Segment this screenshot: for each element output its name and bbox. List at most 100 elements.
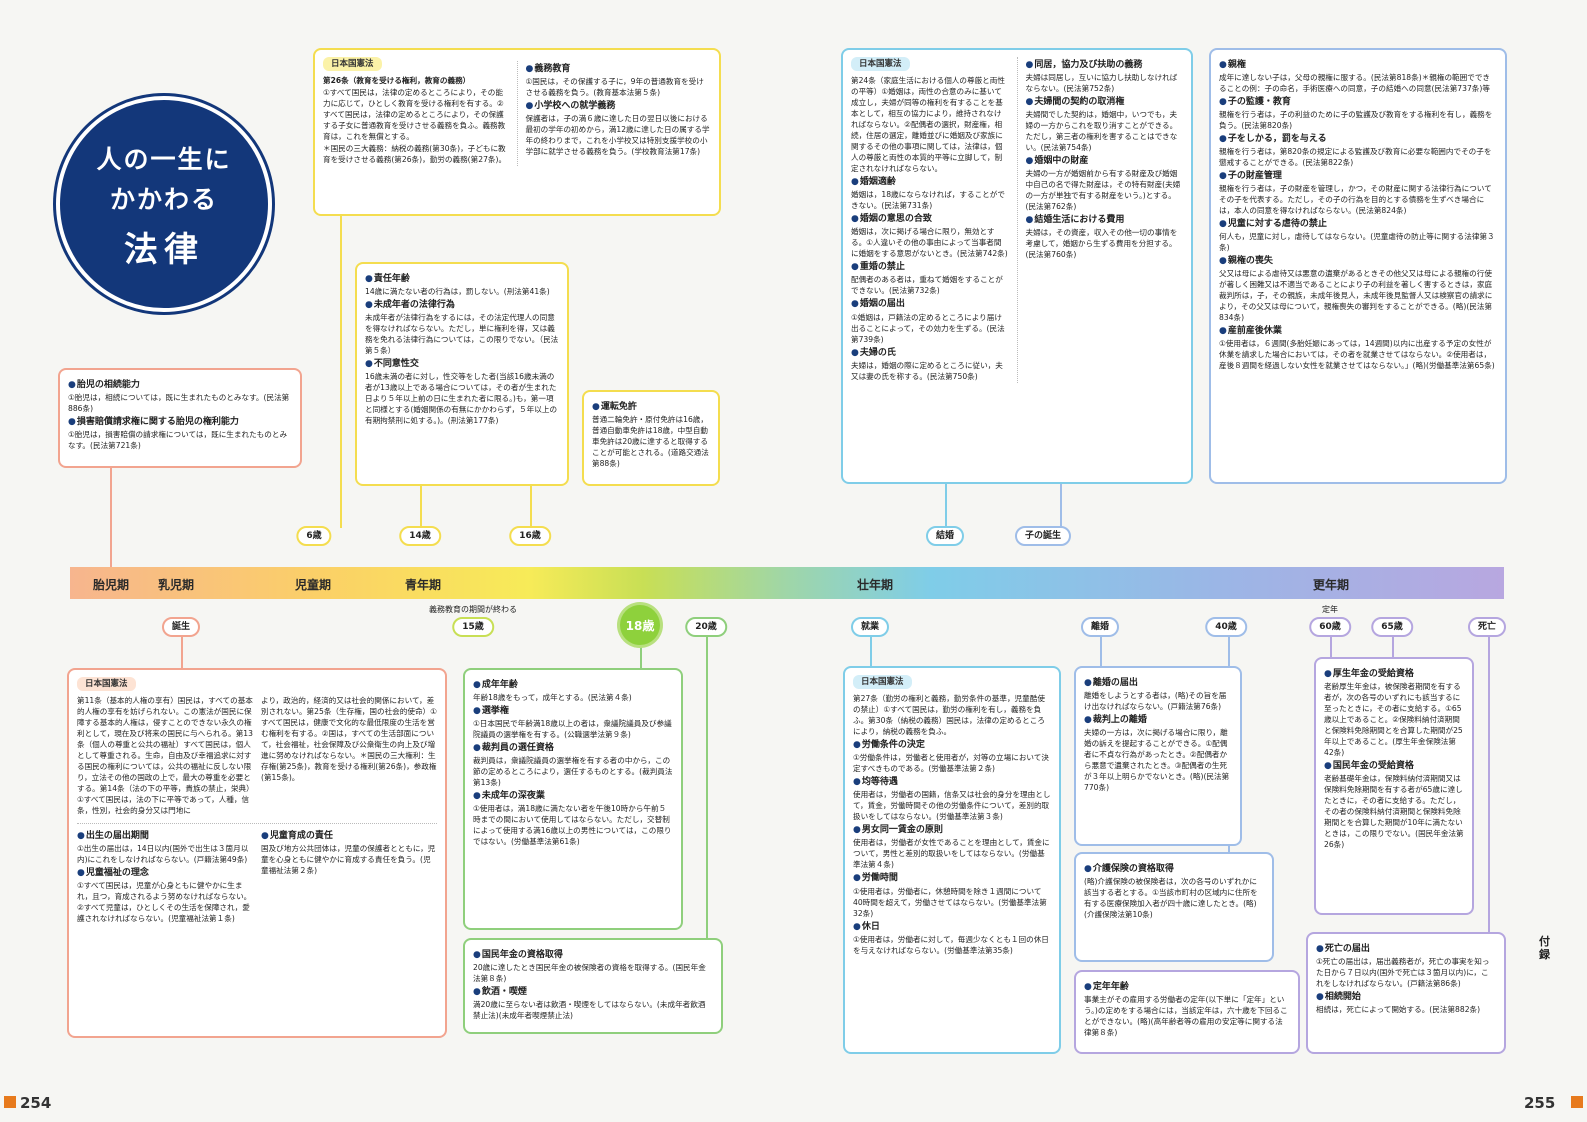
law-text: 配偶者のある者は，重ねて婚姻をすることができない。(民法第732条) — [851, 275, 1003, 296]
law-text: 親権を行う者は，子の利益のために子の監護及び教育をする権利を有し，義務を負う。(… — [1219, 110, 1493, 131]
law-heading: 親権 — [1219, 59, 1497, 72]
law-heading: 選挙権 — [473, 705, 673, 718]
law-text: ①使用者は，満18歳に満たない者を午後10時から午前５時までの間において使用して… — [473, 804, 672, 847]
connector-line — [110, 468, 112, 568]
law-heading: 結婚生活における費用 — [1026, 214, 1184, 227]
title-line3: 法律 — [124, 230, 204, 270]
retire-note: 定年 — [1322, 605, 1338, 614]
connector-line — [530, 486, 532, 528]
article-text: 第27条（勤労の権利と義務，勤労条件の基準，児童酷使の禁止）①すべて国民は，勤労… — [853, 694, 1045, 737]
law-heading: 離婚の届出 — [1084, 677, 1232, 690]
age-marker-14: 14歳 — [399, 526, 441, 546]
pension-drinking-box: 国民年金の資格取得 20歳に達したとき国民年金の被保険者の資格を取得する。(国民… — [463, 938, 723, 1034]
law-heading: 婚姻適齢 — [851, 176, 1009, 189]
law-text: 16歳未満の者に対し，性交等をした者(当該16歳未満の者が13歳以上である場合に… — [365, 372, 558, 426]
event-marriage: 結婚 — [925, 526, 965, 546]
law-heading: 損害賠償請求権に関する胎児の権利能力 — [68, 416, 292, 429]
connector-line — [945, 484, 947, 528]
law-text: 裁判員は，衆議院議員の選挙権を有する者の中から，この節の定めるところにより，選任… — [473, 756, 673, 788]
law-heading: 婚姻の届出 — [851, 298, 1009, 311]
law-text: ①使用者は，労働者に，休憩時間を除き１週間について40時間を超えて，労働させては… — [853, 886, 1047, 918]
old-age-pension-box: 厚生年金の受給資格 老齢厚生年金は，被保険者期間を有する者が，次の各号のいずれに… — [1314, 657, 1474, 915]
law-text: 婚姻は，18歳にならなければ，することができない。(民法第731条) — [851, 190, 1005, 211]
appendix-label: 付録 — [1539, 935, 1550, 962]
law-text: ①日本国民で年齢満18歳以上の者は，衆議院議員及び参議院議員の選挙権を有する。(… — [473, 719, 672, 740]
law-heading: 死亡の届出 — [1316, 943, 1496, 956]
employment-law-box: 日本国憲法 第27条（勤労の権利と義務，勤労条件の基準，児童酷使の禁止）①すべて… — [843, 666, 1061, 1054]
stage-adult: 壮年期 — [856, 578, 894, 592]
law-text: ①胎児は，相続については，既に生まれたものとみなす。(民法第886条) — [68, 393, 290, 414]
law-text: ①使用者は，労働者に対して，毎週少なくとも１回の休日を与えなければならない。(労… — [853, 934, 1049, 955]
law-heading: 子をしかる，罰を与える — [1219, 133, 1497, 146]
law-text: 相続は，死亡によって開始する。(民法第882条) — [1316, 1005, 1481, 1015]
title-badge: 人の一生に かかわる 法律 — [56, 96, 272, 312]
law-heading: 国民年金の受給資格 — [1324, 760, 1464, 773]
connector-line — [340, 216, 342, 528]
law-text: 夫婦の一方は，次に掲げる場合に限り，離婚の訴えを提起することができる。①配偶者に… — [1084, 728, 1230, 793]
page-number-right: 255 — [1524, 1094, 1556, 1112]
connector-line — [1488, 632, 1490, 932]
event-child-birth: 子の誕生 — [1014, 526, 1072, 546]
law-heading: 子の財産管理 — [1219, 170, 1497, 183]
title-line2: かかわる — [109, 185, 218, 214]
connector-line — [870, 632, 872, 668]
constitution-tag: 日本国憲法 — [323, 57, 382, 72]
constitution-tag: 日本国憲法 — [853, 675, 912, 690]
connector-line — [706, 632, 708, 938]
article-text: 第24条（家庭生活における個人の尊厳と両性の平等）①婚姻は，両性の合意のみに基い… — [851, 76, 1005, 174]
event-birth: 誕生 — [161, 617, 201, 637]
law-heading: 運転免許 — [592, 401, 710, 414]
law-text: 老齢厚生年金は，被保険者期間を有する者が，次の各号のいずれにも該当するに至ったと… — [1324, 682, 1463, 758]
connector-line — [640, 640, 642, 668]
law-text: 事業主がその雇用する労働者の定年(以下単に「定年」という。)の定めをする場合には… — [1084, 995, 1288, 1038]
law-heading: 婚姻中の財産 — [1026, 155, 1184, 168]
event-employment: 就業 — [850, 617, 890, 637]
law-heading: 夫婦間の契約の取消権 — [1026, 96, 1184, 109]
age-marker-60: 60歳 — [1309, 617, 1351, 637]
article-text: ①すべて国民は，法律の定めるところにより，その能力に応じて，ひとしく教育を受ける… — [323, 88, 506, 142]
page-marker-right — [1571, 1096, 1583, 1108]
constitution-tag: 日本国憲法 — [77, 677, 136, 692]
law-text: 夫婦は同居し，互いに協力し扶助しなければならない。(民法第752条) — [1025, 73, 1178, 94]
law-heading: 児童に対する虐待の禁止 — [1219, 218, 1497, 231]
law-text: 国及び地方公共団体は，児童の保護者とともに，児童を心身ともに健やかに育成する責任… — [261, 844, 436, 876]
law-text: 14歳に満たない者の行為は，罰しない。(刑法第41条) — [365, 287, 550, 297]
responsibility-law-box: 責任年齢 14歳に満たない者の行為は，罰しない。(刑法第41条) 未成年者の法律… — [355, 262, 569, 486]
law-heading: 同居，協力及び扶助の義務 — [1026, 59, 1184, 72]
stage-infant: 乳児期 — [157, 578, 195, 592]
law-text: 父又は母による虐待又は悪意の遺棄があるときその他父又は母による親権の行使が著しく… — [1219, 269, 1493, 323]
law-heading: 児童育成の責任 — [261, 830, 437, 843]
law-text: 夫婦の一方が婚姻前から有する財産及び婚姻中自己の名で得た財産は，その特有財産(夫… — [1025, 169, 1181, 212]
constitution-tag: 日本国憲法 — [851, 57, 910, 72]
law-heading: 国民年金の資格取得 — [473, 949, 713, 962]
law-heading: 児童福祉の理念 — [77, 867, 253, 880]
law-heading: 義務教育 — [526, 63, 712, 76]
law-text: 普通二輪免許・原付免許は16歳，普通自動車免許は18歳，中型自動車免許は20歳に… — [592, 415, 709, 469]
law-text: 使用者は，労働者が女性であることを理由として，賃金について，男性と差別的取扱いを… — [853, 838, 1050, 870]
law-heading: 子の監護・教育 — [1219, 96, 1497, 109]
care-insurance-box: 介護保険の資格取得 (略)介護保険の被保険者は，次の各号のいずれかに該当する者と… — [1074, 852, 1274, 962]
age-marker-20: 20歳 — [685, 617, 727, 637]
law-text: ①死亡の届出は，届出義務者が，死亡の事実を知った日から７日以内(国外で死亡は３箇… — [1316, 957, 1490, 989]
law-heading: 定年年齢 — [1084, 981, 1290, 994]
law-heading: 相続開始 — [1316, 991, 1496, 1004]
law-text: 年齢18歳をもって，成年とする。(民法第４条) — [473, 693, 632, 703]
stage-child: 児童期 — [294, 578, 332, 592]
age-marker-65: 65歳 — [1371, 617, 1413, 637]
law-text: 満20歳に至らない者は飲酒・喫煙をしてはならない。(未成年者飲酒禁止法)(未成年… — [473, 1000, 706, 1021]
law-heading: 男女同一賃金の原則 — [853, 824, 1051, 837]
age-marker-16: 16歳 — [509, 526, 551, 546]
connector-line — [1100, 632, 1102, 666]
law-heading: 婚姻の意思の合致 — [851, 213, 1009, 226]
event-divorce: 離婚 — [1080, 617, 1120, 637]
age-marker-40: 40歳 — [1205, 617, 1247, 637]
stage-senior: 更年期 — [1312, 578, 1350, 592]
law-text: (略)介護保険の被保険者は，次の各号のいずれかに該当する者とする。①当該市町村の… — [1084, 877, 1258, 920]
law-heading: 胎児の相続能力 — [68, 379, 292, 392]
law-text: 何人も，児童に対し，虐待してはならない。(児童虐待の防止等に関する法律第３条) — [1219, 232, 1495, 253]
law-text: ①国民は，その保護する子に，9年の普通教育を受けさせる義務を負う。(教育基本法第… — [525, 77, 704, 98]
law-text: 20歳に達したとき国民年金の被保険者の資格を取得する。(国民年金法第８条) — [473, 963, 706, 984]
law-text: ①婚姻は，戸籍法の定めるところにより届け出ることによって，その効力を生ずる。(民… — [851, 312, 1005, 344]
law-heading: 厚生年金の受給資格 — [1324, 668, 1464, 681]
event-death: 死亡 — [1467, 617, 1507, 637]
